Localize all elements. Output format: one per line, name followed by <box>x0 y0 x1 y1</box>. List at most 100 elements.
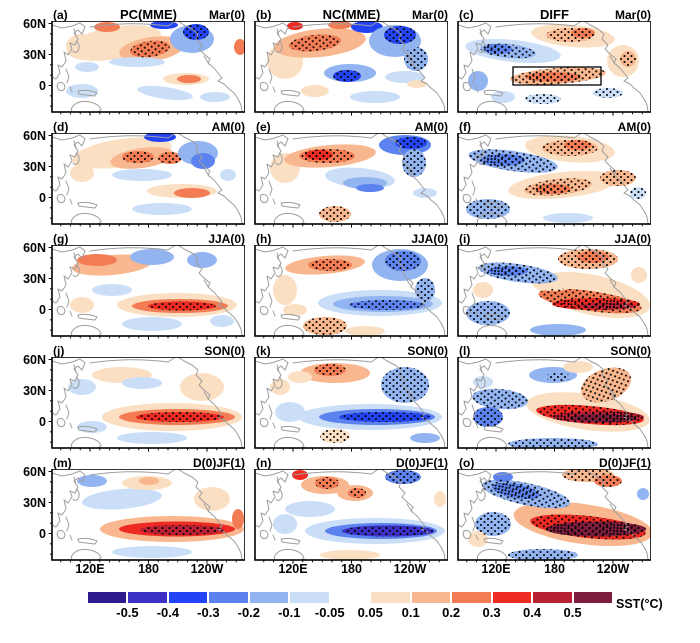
season-label: D(0)JF(1) <box>598 456 651 470</box>
map-panel-e: (e) AM(0) <box>254 120 448 228</box>
panel-letter: (h) <box>256 232 272 246</box>
x-tick-label: 180 <box>544 562 565 576</box>
y-tick-label: 0 <box>39 414 46 429</box>
y-tick-label: 0 <box>39 526 46 541</box>
y-tick-label: 0 <box>39 78 46 93</box>
map-canvas-l <box>457 357 651 452</box>
panel-letter: (o) <box>459 456 475 470</box>
map-canvas-a <box>48 21 245 116</box>
colorbar-tick-label: 0.05 <box>357 605 383 620</box>
colorbar-tick-label: -0.05 <box>314 605 345 620</box>
map-canvas-c <box>457 21 651 116</box>
season-label: JJA(0) <box>411 232 448 246</box>
colorbar-segment <box>411 592 451 603</box>
season-label: JJA(0) <box>614 232 651 246</box>
panel-letter: (f) <box>459 120 471 134</box>
y-tick-label: 30N <box>23 159 46 174</box>
panel-letter: (a) <box>53 8 68 22</box>
map-canvas-h <box>254 245 448 340</box>
season-label: JJA(0) <box>208 232 245 246</box>
map-canvas-e <box>254 133 448 228</box>
map-panel-c: (c) DIFF Mar(0) <box>457 7 651 116</box>
map-canvas-j <box>48 357 245 452</box>
y-tick-label: 30N <box>23 495 46 510</box>
map-panel-n: (n) D(0)JF(1) <box>254 456 448 564</box>
map-panel-m: (m) D(0)JF(1) <box>48 456 245 564</box>
panel-header-k: (k) SON(0) <box>255 344 448 358</box>
colorbar-segment <box>168 592 208 603</box>
season-label: SON(0) <box>204 344 245 358</box>
map-canvas-f <box>457 133 651 228</box>
map-canvas-d <box>48 133 245 228</box>
season-label: Mar(0) <box>411 8 448 22</box>
panel-header-b: (b) NC(MME) Mar(0) <box>255 7 448 22</box>
season-label: Mar(0) <box>208 8 245 22</box>
colorbar-segment <box>371 592 410 603</box>
map-canvas-m <box>48 469 245 564</box>
map-panel-j: (j) SON(0) <box>48 344 245 452</box>
panel-letter: (d) <box>53 120 69 134</box>
panel-header-n: (n) D(0)JF(1) <box>255 456 448 470</box>
map-canvas-o <box>457 469 651 564</box>
colorbar-tick-label: -0.4 <box>156 605 180 620</box>
x-tick-label: 120W <box>190 562 224 576</box>
y-tick-label: 0 <box>39 302 46 317</box>
colorbar-tick-label: 0.4 <box>523 605 542 620</box>
map-canvas-i <box>457 245 651 340</box>
x-tick-label: 120E <box>278 562 308 576</box>
colorbar-segment <box>88 592 127 603</box>
panel-letter: (e) <box>256 120 271 134</box>
map-panel-b: (b) NC(MME) Mar(0) <box>254 7 448 116</box>
y-tick-label: 60N <box>23 128 46 143</box>
map-panel-d: (d) AM(0) <box>48 120 245 228</box>
x-tick-label: 120W <box>393 562 427 576</box>
x-tick-label: 120E <box>75 562 105 576</box>
x-tick-label: 120E <box>481 562 511 576</box>
panel-header-e: (e) AM(0) <box>255 120 448 134</box>
panel-header-g: (g) JJA(0) <box>52 232 245 246</box>
season-label: AM(0) <box>414 120 448 134</box>
colorbar-segment <box>573 592 612 603</box>
map-panel-k: (k) SON(0) <box>254 344 448 452</box>
panel-letter: (l) <box>459 344 471 358</box>
colorbar-segment <box>533 592 572 603</box>
panel-letter: (b) <box>256 8 272 22</box>
colorbar-tick-label: -0.5 <box>116 605 139 620</box>
panel-header-d: (d) AM(0) <box>52 120 245 134</box>
panel-letter: (i) <box>459 232 471 246</box>
colorbar-tick-label: -0.1 <box>278 605 301 620</box>
y-tick-label: 30N <box>23 383 46 398</box>
map-panel-i: (i) JJA(0) <box>457 232 651 340</box>
map-panel-g: (g) JJA(0) <box>48 232 245 340</box>
panel-letter: (k) <box>256 344 271 358</box>
panel-letter: (m) <box>53 456 72 470</box>
column-title: NC(MME) <box>322 7 381 22</box>
y-tick-label: 60N <box>23 352 46 367</box>
panel-header-i: (i) JJA(0) <box>458 232 651 246</box>
map-panel-a: (a) PC(MME) Mar(0) <box>48 7 245 116</box>
y-tick-label: 30N <box>23 271 46 286</box>
colorbar-segment <box>249 592 289 603</box>
colorbar-tick-label: -0.3 <box>197 605 220 620</box>
colorbar-segment <box>330 592 370 603</box>
x-tick-label: 180 <box>341 562 362 576</box>
y-tick-label: 30N <box>23 47 46 62</box>
colorbar-tick-label: 0.5 <box>563 605 582 620</box>
season-label: SON(0) <box>610 344 651 358</box>
colorbar-segment <box>209 592 248 603</box>
colorbar-segment <box>492 592 532 603</box>
panel-letter: (c) <box>459 8 474 22</box>
x-tick-label: 180 <box>138 562 159 576</box>
colorbar-segment <box>128 592 167 603</box>
season-label: Mar(0) <box>614 8 651 22</box>
panel-header-m: (m) D(0)JF(1) <box>52 456 245 470</box>
colorbar-tick-label: -0.2 <box>237 605 261 620</box>
map-canvas-g <box>48 245 245 340</box>
colorbar-tick-label: 0.3 <box>482 605 501 620</box>
panel-letter: (n) <box>256 456 272 470</box>
map-panel-f: (f) AM(0) <box>457 120 651 228</box>
colorbar-unit-label: SST(°C) <box>616 597 663 611</box>
y-tick-label: 60N <box>23 464 46 479</box>
map-canvas-b <box>254 21 448 116</box>
analysis-box <box>512 66 602 86</box>
